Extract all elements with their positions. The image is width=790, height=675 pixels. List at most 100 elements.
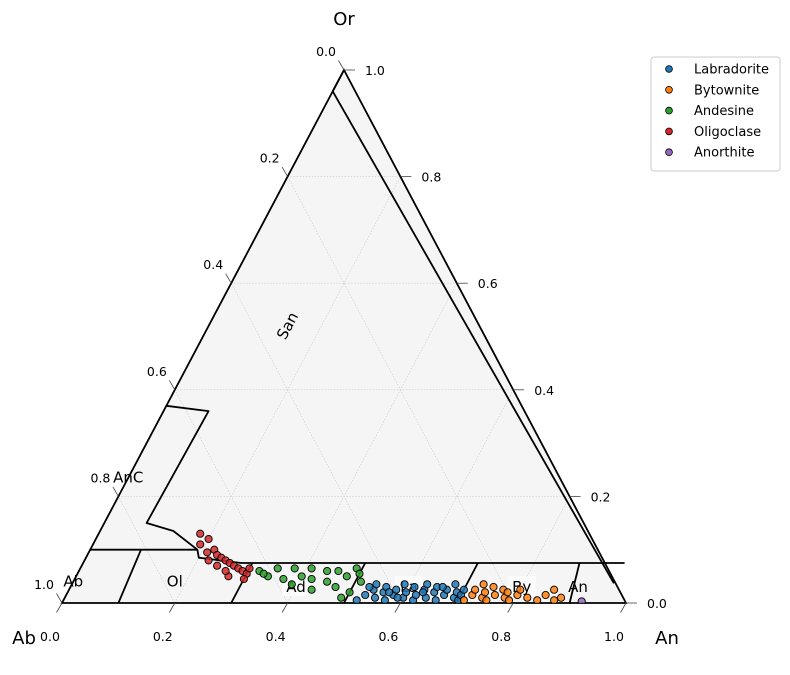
- data-point-oligoclase: [196, 529, 205, 538]
- data-point-andesine: [279, 574, 288, 584]
- tick-label-an: 0.6: [378, 629, 398, 644]
- series-labradorite: [352, 580, 468, 603]
- data-point-oligoclase: [204, 556, 213, 565]
- data-point-labradorite: [365, 582, 374, 592]
- data-point-labradorite: [401, 588, 411, 597]
- data-point-bytownite: [523, 593, 532, 602]
- data-point-andesine: [345, 588, 354, 597]
- data-point-labradorite: [423, 580, 432, 589]
- tick-mark-an: [394, 602, 401, 613]
- tick-mark-an: [168, 602, 176, 613]
- field-label-ol: Ol: [167, 573, 183, 591]
- data-point-labradorite: [411, 590, 420, 600]
- series-anorthite: [577, 597, 586, 603]
- data-point-andesine: [342, 572, 351, 581]
- data-point-labradorite: [459, 585, 468, 594]
- corner-labels: Or Ab An: [12, 9, 679, 649]
- data-point-andesine: [307, 574, 316, 584]
- tick-label-ab: 0.2: [260, 151, 280, 166]
- legend-marker-oligoclase: [665, 127, 673, 136]
- tick-label-ab: 1.0: [34, 577, 54, 592]
- data-point-labradorite: [370, 593, 380, 602]
- data-point-oligoclase: [239, 574, 248, 584]
- grid-line-an: [400, 389, 514, 604]
- tick-label-ab: 0.0: [316, 44, 336, 59]
- tick-mark-an: [281, 602, 288, 613]
- data-point-labradorite: [410, 582, 419, 592]
- data-point-oligoclase: [196, 540, 205, 549]
- plot-background: [62, 70, 626, 603]
- data-point-labradorite: [352, 596, 361, 603]
- tick-mark-ab: [112, 486, 119, 497]
- legend-label-andesine: Andesine: [694, 104, 754, 119]
- data-point-andesine: [355, 569, 364, 578]
- tick-label-or: 0.4: [534, 383, 554, 398]
- data-point-andesine: [337, 593, 346, 602]
- tick-label-an: 1.0: [604, 629, 624, 644]
- data-point-oligoclase: [221, 566, 230, 576]
- data-point-andesine: [307, 585, 316, 594]
- data-point-bytownite: [482, 596, 491, 603]
- tick-label-ab: 0.8: [91, 470, 111, 485]
- boundary-sanidine-right: [331, 90, 615, 584]
- legend-label-oligoclase: Oligoclase: [694, 125, 761, 140]
- field-label-anc: AnC: [113, 469, 143, 487]
- data-point-andesine: [287, 580, 296, 589]
- plot-area: [62, 70, 626, 603]
- boundary-ad-la: [343, 562, 366, 604]
- data-point-labradorite: [418, 588, 428, 597]
- data-point-oligoclase: [245, 564, 254, 573]
- tick-label-or: 0.8: [421, 170, 441, 185]
- data-point-andesine: [331, 582, 340, 592]
- corner-label-an: An: [655, 628, 679, 649]
- data-point-andesine: [356, 577, 365, 586]
- legend-marker-labradorite: [665, 65, 673, 73]
- data-point-bytownite: [480, 588, 490, 597]
- legend-label-bytownite: Bytownite: [694, 83, 759, 98]
- data-point-bytownite: [550, 585, 559, 594]
- corner-label-or: Or: [333, 9, 355, 30]
- data-points: [196, 529, 586, 603]
- tick-mark-ab: [338, 60, 345, 71]
- data-point-andesine: [334, 566, 343, 576]
- tick-mark-ab: [225, 273, 232, 284]
- field-label-ab: Ab: [63, 573, 83, 591]
- series-andesine: [255, 564, 365, 602]
- data-point-labradorite: [392, 585, 401, 594]
- tick-mark-an: [507, 602, 514, 613]
- data-point-andesine: [307, 564, 316, 573]
- data-point-oligoclase: [213, 561, 222, 570]
- data-point-labradorite: [438, 582, 447, 592]
- tick-label-or: 0.0: [647, 596, 667, 611]
- ternary-axes: 0.0 0.0 0.0 0.2 0.2 0.2 0.4 0.4 0.4 0.6 0.6 0.6 0.8 0…: [34, 44, 667, 644]
- data-point-oligoclase: [203, 548, 212, 557]
- data-point-bytownite: [541, 590, 550, 600]
- legend-label-anorthite: Anorthite: [694, 146, 754, 161]
- data-point-bytownite: [516, 585, 525, 594]
- tick-label-an: 0.0: [40, 629, 60, 644]
- series-oligoclase: [196, 529, 254, 584]
- data-point-andesine: [297, 572, 306, 581]
- data-point-labradorite: [431, 596, 440, 603]
- data-point-andesine: [273, 564, 282, 573]
- tick-mark-ab: [281, 166, 288, 177]
- legend-marker-andesine: [665, 106, 673, 115]
- data-point-labradorite: [380, 596, 389, 603]
- grid-line-an: [512, 496, 570, 604]
- legend-box: [650, 56, 781, 172]
- data-point-bytownite: [489, 582, 498, 592]
- data-point-andesine: [323, 577, 332, 586]
- data-point-bytownite: [459, 596, 468, 603]
- data-point-bytownite: [490, 590, 499, 600]
- grid-line-an: [287, 283, 458, 604]
- data-point-labradorite: [451, 580, 460, 589]
- data-point-oligoclase: [204, 534, 213, 544]
- legend-label-labradorite: Labradorite: [694, 63, 769, 78]
- data-point-andesine: [259, 569, 268, 578]
- field-label-box: [282, 576, 311, 597]
- series-bytownite: [459, 580, 566, 603]
- data-point-labradorite: [372, 580, 381, 589]
- tick-label-or: 0.2: [591, 489, 611, 504]
- tick-label-an: 0.8: [491, 629, 511, 644]
